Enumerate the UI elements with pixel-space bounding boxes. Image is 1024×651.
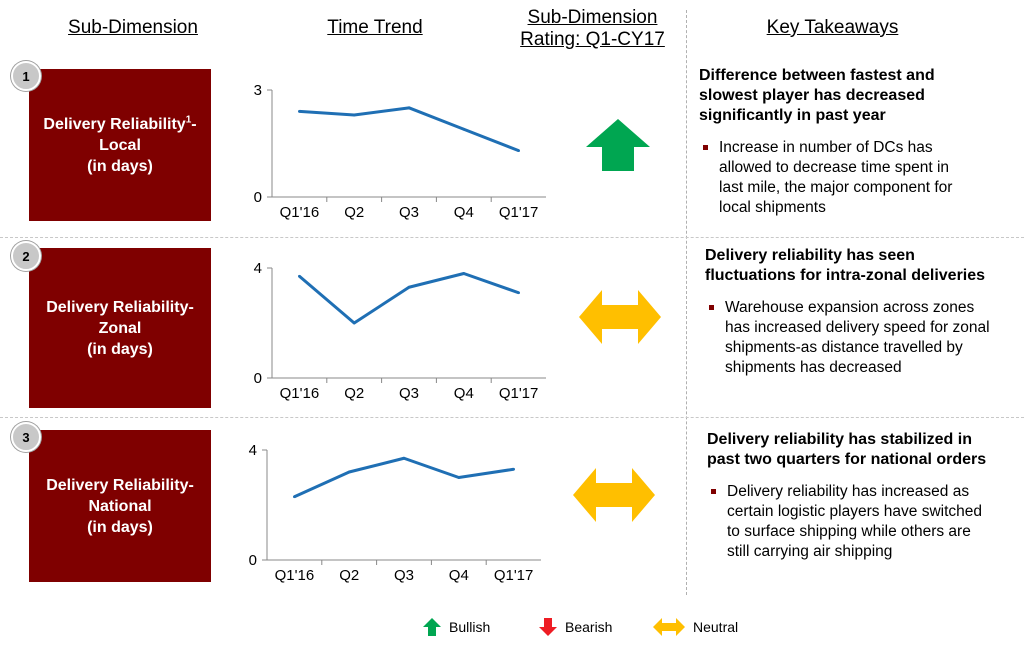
data-point [298,110,301,113]
green-up-arrow-icon [423,618,441,636]
legend-label: Bearish [565,619,613,635]
data-point [407,106,411,110]
sub-dimension-box-local: Delivery Reliability1- Local (in days) [29,69,211,221]
x-tick-label: Q2 [344,385,364,402]
x-tick-label: Q1'16 [280,204,320,221]
legend-label: Neutral [693,619,739,635]
x-tick-label: Q1'16 [275,567,315,584]
y-tick-label: 4 [249,442,257,459]
x-tick-label: Q2 [344,204,364,221]
x-tick-label: Q4 [454,204,474,221]
data-point [293,495,296,499]
x-tick-label: Q4 [449,567,469,584]
yellow-double-arrow-icon [573,468,655,522]
row-separator [0,417,1024,418]
trend-line [299,106,520,153]
local-trend-chart: 0 3 Q1'16 Q2 Q3 Q4 Q1'17 [254,82,546,221]
x-tick-label: Q3 [399,204,419,221]
national-trend-chart: 0 4 Q1'16 Q2 Q3 Q4 Q1'17 [249,442,541,584]
x-tick-label: Q3 [399,385,419,402]
data-point [352,321,356,325]
takeaway-national: Delivery reliability has stabilized in p… [707,430,997,562]
data-point [462,127,466,131]
legend-label: Bullish [449,619,491,635]
takeaway-title: Delivery reliability has seen fluctuatio… [705,247,986,284]
row-number-badge: 1 [11,61,41,91]
takeaway-zonal: Delivery reliability has seen fluctuatio… [705,246,995,378]
data-point [352,113,356,117]
takeaway-title: Difference between fastest and slowest p… [699,67,935,124]
data-point [402,456,406,460]
x-tick-label: Q1'17 [499,385,539,402]
data-point [298,274,301,278]
sub-dimension-box-national: Delivery Reliability- National (in days) [29,430,211,582]
x-tick-label: Q3 [394,567,414,584]
green-up-arrow-icon [586,119,650,171]
takeaway-bullet: Warehouse expansion across zones has inc… [705,298,995,378]
row-number-badge: 2 [11,241,41,271]
header-key-takeaways: Key Takeaways [766,17,899,38]
x-tick-label: Q2 [339,567,359,584]
x-tick-label: Q1'16 [280,385,320,402]
y-tick-label: 4 [254,260,262,277]
takeaway-title: Delivery reliability has stabilized in p… [707,431,987,468]
trend-line [293,456,514,499]
data-point [462,272,466,275]
legend-bullish: Bullish [422,616,490,638]
sub-dimension-box-zonal: Delivery Reliability- Zonal (in days) [29,248,211,408]
zonal-trend-chart: 0 4 Q1'16 Q2 Q3 Q4 Q1'17 [254,260,546,402]
header-sub-dimension: Sub-Dimension [68,17,198,38]
yellow-double-arrow-icon [579,290,661,344]
y-tick-label: 3 [254,82,262,99]
legend-bearish: Bearish [538,616,612,638]
header-time-trend: Time Trend [327,17,423,38]
data-point [457,476,461,479]
x-tick-label: Q1'17 [494,567,534,584]
yellow-double-arrow-icon [653,618,685,636]
data-point [407,285,411,289]
y-tick-label: 0 [249,552,257,569]
takeaway-bullet: Increase in number of DCs has allowed to… [699,138,974,218]
takeaway-local: Difference between fastest and slowest p… [699,66,974,218]
x-tick-label: Q4 [454,385,474,402]
header-rating: Sub-Dimension Rating: Q1-CY17 [520,7,665,50]
y-tick-label: 0 [254,189,262,206]
column-divider [686,10,687,595]
takeaway-bullet: Delivery reliability has increased as ce… [707,482,997,562]
red-down-arrow-icon [539,618,557,636]
row-number-badge: 3 [11,422,41,452]
data-point [517,149,520,153]
trend-line [298,272,520,325]
data-point [517,291,520,295]
data-point [512,467,515,471]
y-tick-label: 0 [254,370,262,387]
row-separator [0,237,1024,238]
legend-neutral: Neutral [652,616,738,638]
x-tick-label: Q1'17 [499,204,539,221]
data-point [347,470,351,474]
